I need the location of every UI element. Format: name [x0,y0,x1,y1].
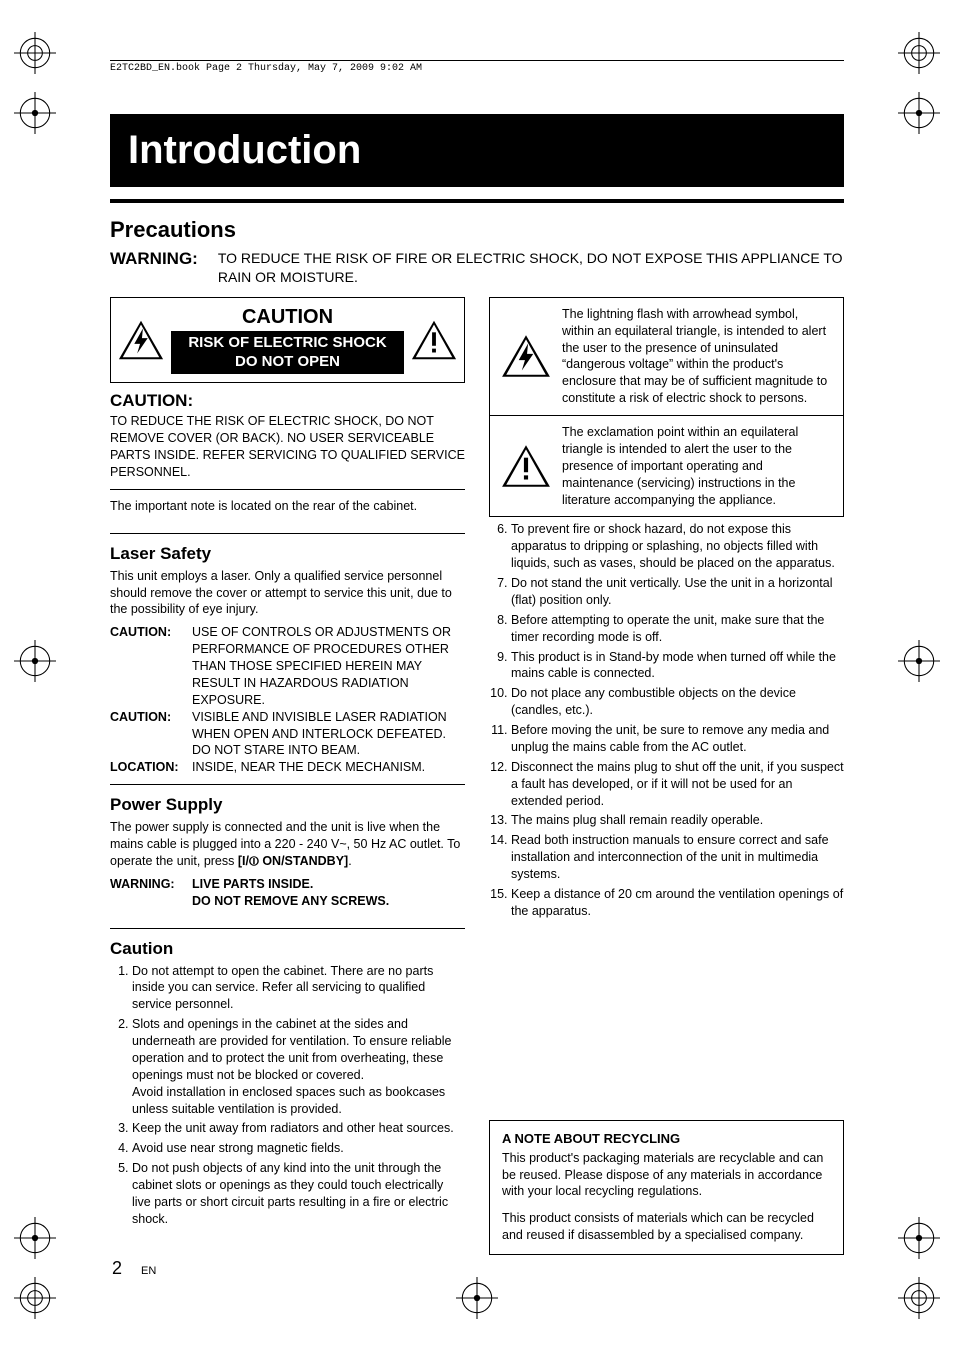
recycle-p1: This product's packaging materials are r… [502,1150,831,1201]
power-intro: The power supply is connected and the un… [110,819,465,870]
power-intro-bold: [I/⏼ ON/STANDBY] [238,854,348,868]
regmark-icon [898,1217,940,1259]
exclaim-triangle-icon [500,442,552,490]
important-note: The important note is located on the rea… [110,498,465,515]
caution-line2: DO NOT OPEN [177,353,398,372]
regmark-icon [898,1277,940,1319]
kv-val: USE OF CONTROLS OR ADJUSTMENTS OR PERFOR… [192,624,465,708]
list-item: Avoid use near strong magnetic fields. [132,1140,465,1157]
recycle-box: A NOTE ABOUT RECYCLING This product's pa… [489,1120,844,1255]
kv-val: VISIBLE AND INVISIBLE LASER RADIATION WH… [192,709,465,760]
list-item: Before moving the unit, be sure to remov… [511,722,844,756]
left-column: CAUTION RISK OF ELECTRIC SHOCK DO NOT OP… [110,297,465,1255]
laser-caution-1: CAUTION: USE OF CONTROLS OR ADJUSTMENTS … [110,624,465,708]
page: E2TC2BD_EN.book Page 2 Thursday, May 7, … [0,0,954,1351]
chapter-title: Introduction [110,114,844,187]
warning-row: WARNING: TO REDUCE THE RISK OF FIRE OR E… [110,249,844,287]
symbol2-text: The exclamation point within an equilate… [562,424,833,508]
kv-val: INSIDE, NEAR THE DECK MECHANISM. [192,759,425,776]
list-item: Disconnect the mains plug to shut off th… [511,759,844,810]
caution-body: TO REDUCE THE RISK OF ELECTRIC SHOCK, DO… [110,413,465,481]
power-warning: WARNING: LIVE PARTS INSIDE. DO NOT REMOV… [110,876,465,910]
list-item: The mains plug shall remain readily oper… [511,812,844,829]
page-number: 2 EN [112,1258,156,1279]
kv-key: LOCATION: [110,759,186,776]
laser-intro: This unit employs a laser. Only a qualif… [110,568,465,619]
warning-text: TO REDUCE THE RISK OF FIRE OR ELECTRIC S… [218,249,844,287]
regmark-icon [14,92,56,134]
regmark-icon [898,640,940,682]
caution-line1: RISK OF ELECTRIC SHOCK [177,334,398,353]
regmark-icon [14,640,56,682]
list-item: Do not push objects of any kind into the… [132,1160,465,1228]
caution-box: CAUTION RISK OF ELECTRIC SHOCK DO NOT OP… [110,297,465,384]
thick-rule [110,199,844,203]
list-item: Keep the unit away from radiators and ot… [132,1120,465,1137]
power-heading: Power Supply [110,795,465,815]
symbol1-text: The lightning flash with arrowhead symbo… [562,306,833,407]
symbol-desc-2: The exclamation point within an equilate… [489,415,844,517]
page-lang: EN [141,1265,156,1277]
regmark-icon [14,1277,56,1319]
power-warn-l1: LIVE PARTS INSIDE. [192,876,389,893]
regmark-icon [456,1277,498,1319]
caution-list-right: To prevent fire or shock hazard, do not … [489,521,844,919]
list-item: Keep a distance of 20 cm around the vent… [511,886,844,920]
section-heading: Precautions [110,217,844,243]
regmark-icon [898,92,940,134]
exclaim-triangle-icon [410,318,458,362]
recycle-title: A NOTE ABOUT RECYCLING [502,1131,831,1146]
recycle-p2: This product consists of materials which… [502,1210,831,1244]
header-meta: E2TC2BD_EN.book Page 2 Thursday, May 7, … [110,63,904,74]
warning-label: WARNING: [110,249,198,287]
list-item: To prevent fire or shock hazard, do not … [511,521,844,572]
caution-list-heading: Caution [110,939,465,959]
two-column-layout: CAUTION RISK OF ELECTRIC SHOCK DO NOT OP… [110,297,844,1255]
caution-heading: CAUTION: [110,391,465,411]
regmark-icon [14,1217,56,1259]
kv-key: CAUTION: [110,624,186,708]
regmark-icon [14,32,56,74]
laser-heading: Laser Safety [110,544,465,564]
caution-list-left: Do not attempt to open the cabinet. Ther… [110,963,465,1228]
laser-caution-2: CAUTION: VISIBLE AND INVISIBLE LASER RAD… [110,709,465,760]
list-item: Before attempting to operate the unit, m… [511,612,844,646]
kv-key: CAUTION: [110,709,186,760]
list-item: This product is in Stand-by mode when tu… [511,649,844,683]
shock-triangle-icon [117,318,165,362]
list-item: Do not attempt to open the cabinet. Ther… [132,963,465,1014]
list-item: Do not place any combustible objects on … [511,685,844,719]
page-number-value: 2 [112,1258,122,1278]
kv-key: WARNING: [110,876,186,910]
caution-box-black: RISK OF ELECTRIC SHOCK DO NOT OPEN [171,331,404,375]
power-warn-l2: DO NOT REMOVE ANY SCREWS. [192,893,389,910]
caution-box-title: CAUTION [171,306,404,329]
list-item: Read both instruction manuals to ensure … [511,832,844,883]
right-column: The lightning flash with arrowhead symbo… [489,297,844,1255]
symbol-desc-1: The lightning flash with arrowhead symbo… [489,297,844,415]
list-item: Slots and openings in the cabinet at the… [132,1016,465,1117]
power-intro-2: . [348,854,351,868]
shock-triangle-icon [500,332,552,380]
list-item: Do not stand the unit vertically. Use th… [511,575,844,609]
regmark-icon [898,32,940,74]
laser-location: LOCATION: INSIDE, NEAR THE DECK MECHANIS… [110,759,465,776]
